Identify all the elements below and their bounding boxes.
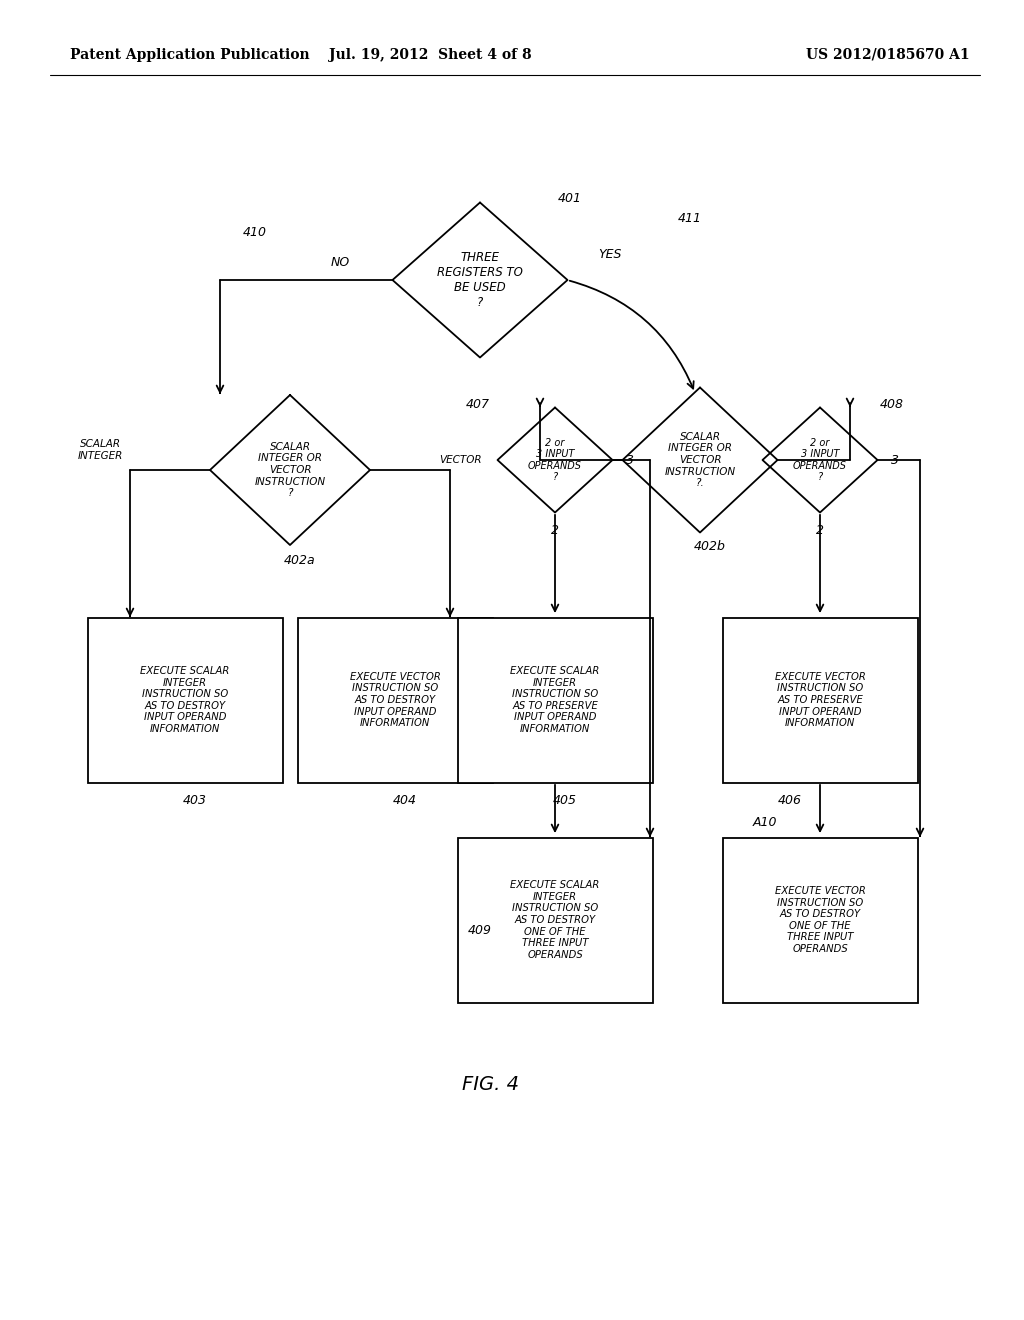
Text: THREE
REGISTERS TO
BE USED
?: THREE REGISTERS TO BE USED ? — [437, 251, 523, 309]
Text: 409: 409 — [468, 924, 492, 936]
Text: SCALAR
INTEGER OR
VECTOR
INSTRUCTION
?: SCALAR INTEGER OR VECTOR INSTRUCTION ? — [254, 442, 326, 498]
Bar — [458, 837, 652, 1002]
Bar — [723, 837, 918, 1002]
Text: 403: 403 — [183, 793, 207, 807]
Text: Jul. 19, 2012  Sheet 4 of 8: Jul. 19, 2012 Sheet 4 of 8 — [329, 48, 531, 62]
Text: 402a: 402a — [285, 553, 315, 566]
Text: 2: 2 — [551, 524, 559, 536]
Text: 404: 404 — [393, 793, 417, 807]
Text: 3: 3 — [626, 454, 634, 466]
Text: EXECUTE SCALAR
INTEGER
INSTRUCTION SO
AS TO DESTROY
INPUT OPERAND
INFORMATION: EXECUTE SCALAR INTEGER INSTRUCTION SO AS… — [140, 667, 229, 734]
Text: 405: 405 — [553, 793, 577, 807]
Text: 410: 410 — [243, 226, 267, 239]
Text: YES: YES — [598, 248, 622, 261]
Text: 401: 401 — [558, 191, 582, 205]
Text: 411: 411 — [678, 211, 702, 224]
Text: US 2012/0185670 A1: US 2012/0185670 A1 — [806, 48, 970, 62]
Text: NO: NO — [331, 256, 349, 268]
Text: 2 or
3 INPUT
OPERANDS
?: 2 or 3 INPUT OPERANDS ? — [793, 438, 847, 482]
Text: 407: 407 — [466, 399, 490, 412]
Text: SCALAR
INTEGER OR
VECTOR
INSTRUCTION
?.: SCALAR INTEGER OR VECTOR INSTRUCTION ?. — [665, 432, 735, 488]
Text: 2: 2 — [816, 524, 824, 536]
Text: 408: 408 — [880, 399, 904, 412]
Text: EXECUTE VECTOR
INSTRUCTION SO
AS TO DESTROY
ONE OF THE
THREE INPUT
OPERANDS: EXECUTE VECTOR INSTRUCTION SO AS TO DEST… — [774, 886, 865, 954]
Text: 3: 3 — [891, 454, 899, 466]
Text: A10: A10 — [753, 816, 777, 829]
Text: EXECUTE VECTOR
INSTRUCTION SO
AS TO PRESERVE
INPUT OPERAND
INFORMATION: EXECUTE VECTOR INSTRUCTION SO AS TO PRES… — [774, 672, 865, 729]
Text: Patent Application Publication: Patent Application Publication — [70, 48, 309, 62]
Bar — [458, 618, 652, 783]
Bar — [298, 618, 493, 783]
Text: EXECUTE VECTOR
INSTRUCTION SO
AS TO DESTROY
INPUT OPERAND
INFORMATION: EXECUTE VECTOR INSTRUCTION SO AS TO DEST… — [349, 672, 440, 729]
Bar — [723, 618, 918, 783]
Text: 2 or
3 INPUT
OPERANDS
?: 2 or 3 INPUT OPERANDS ? — [528, 438, 582, 482]
Bar — [87, 618, 283, 783]
Text: VECTOR: VECTOR — [438, 455, 481, 465]
Text: FIG. 4: FIG. 4 — [462, 1076, 518, 1094]
Text: EXECUTE SCALAR
INTEGER
INSTRUCTION SO
AS TO PRESERVE
INPUT OPERAND
INFORMATION: EXECUTE SCALAR INTEGER INSTRUCTION SO AS… — [510, 667, 600, 734]
Text: 402b: 402b — [694, 540, 726, 553]
Text: SCALAR
INTEGER: SCALAR INTEGER — [78, 440, 123, 461]
Text: 406: 406 — [778, 793, 802, 807]
Text: EXECUTE SCALAR
INTEGER
INSTRUCTION SO
AS TO DESTROY
ONE OF THE
THREE INPUT
OPERA: EXECUTE SCALAR INTEGER INSTRUCTION SO AS… — [510, 880, 600, 960]
